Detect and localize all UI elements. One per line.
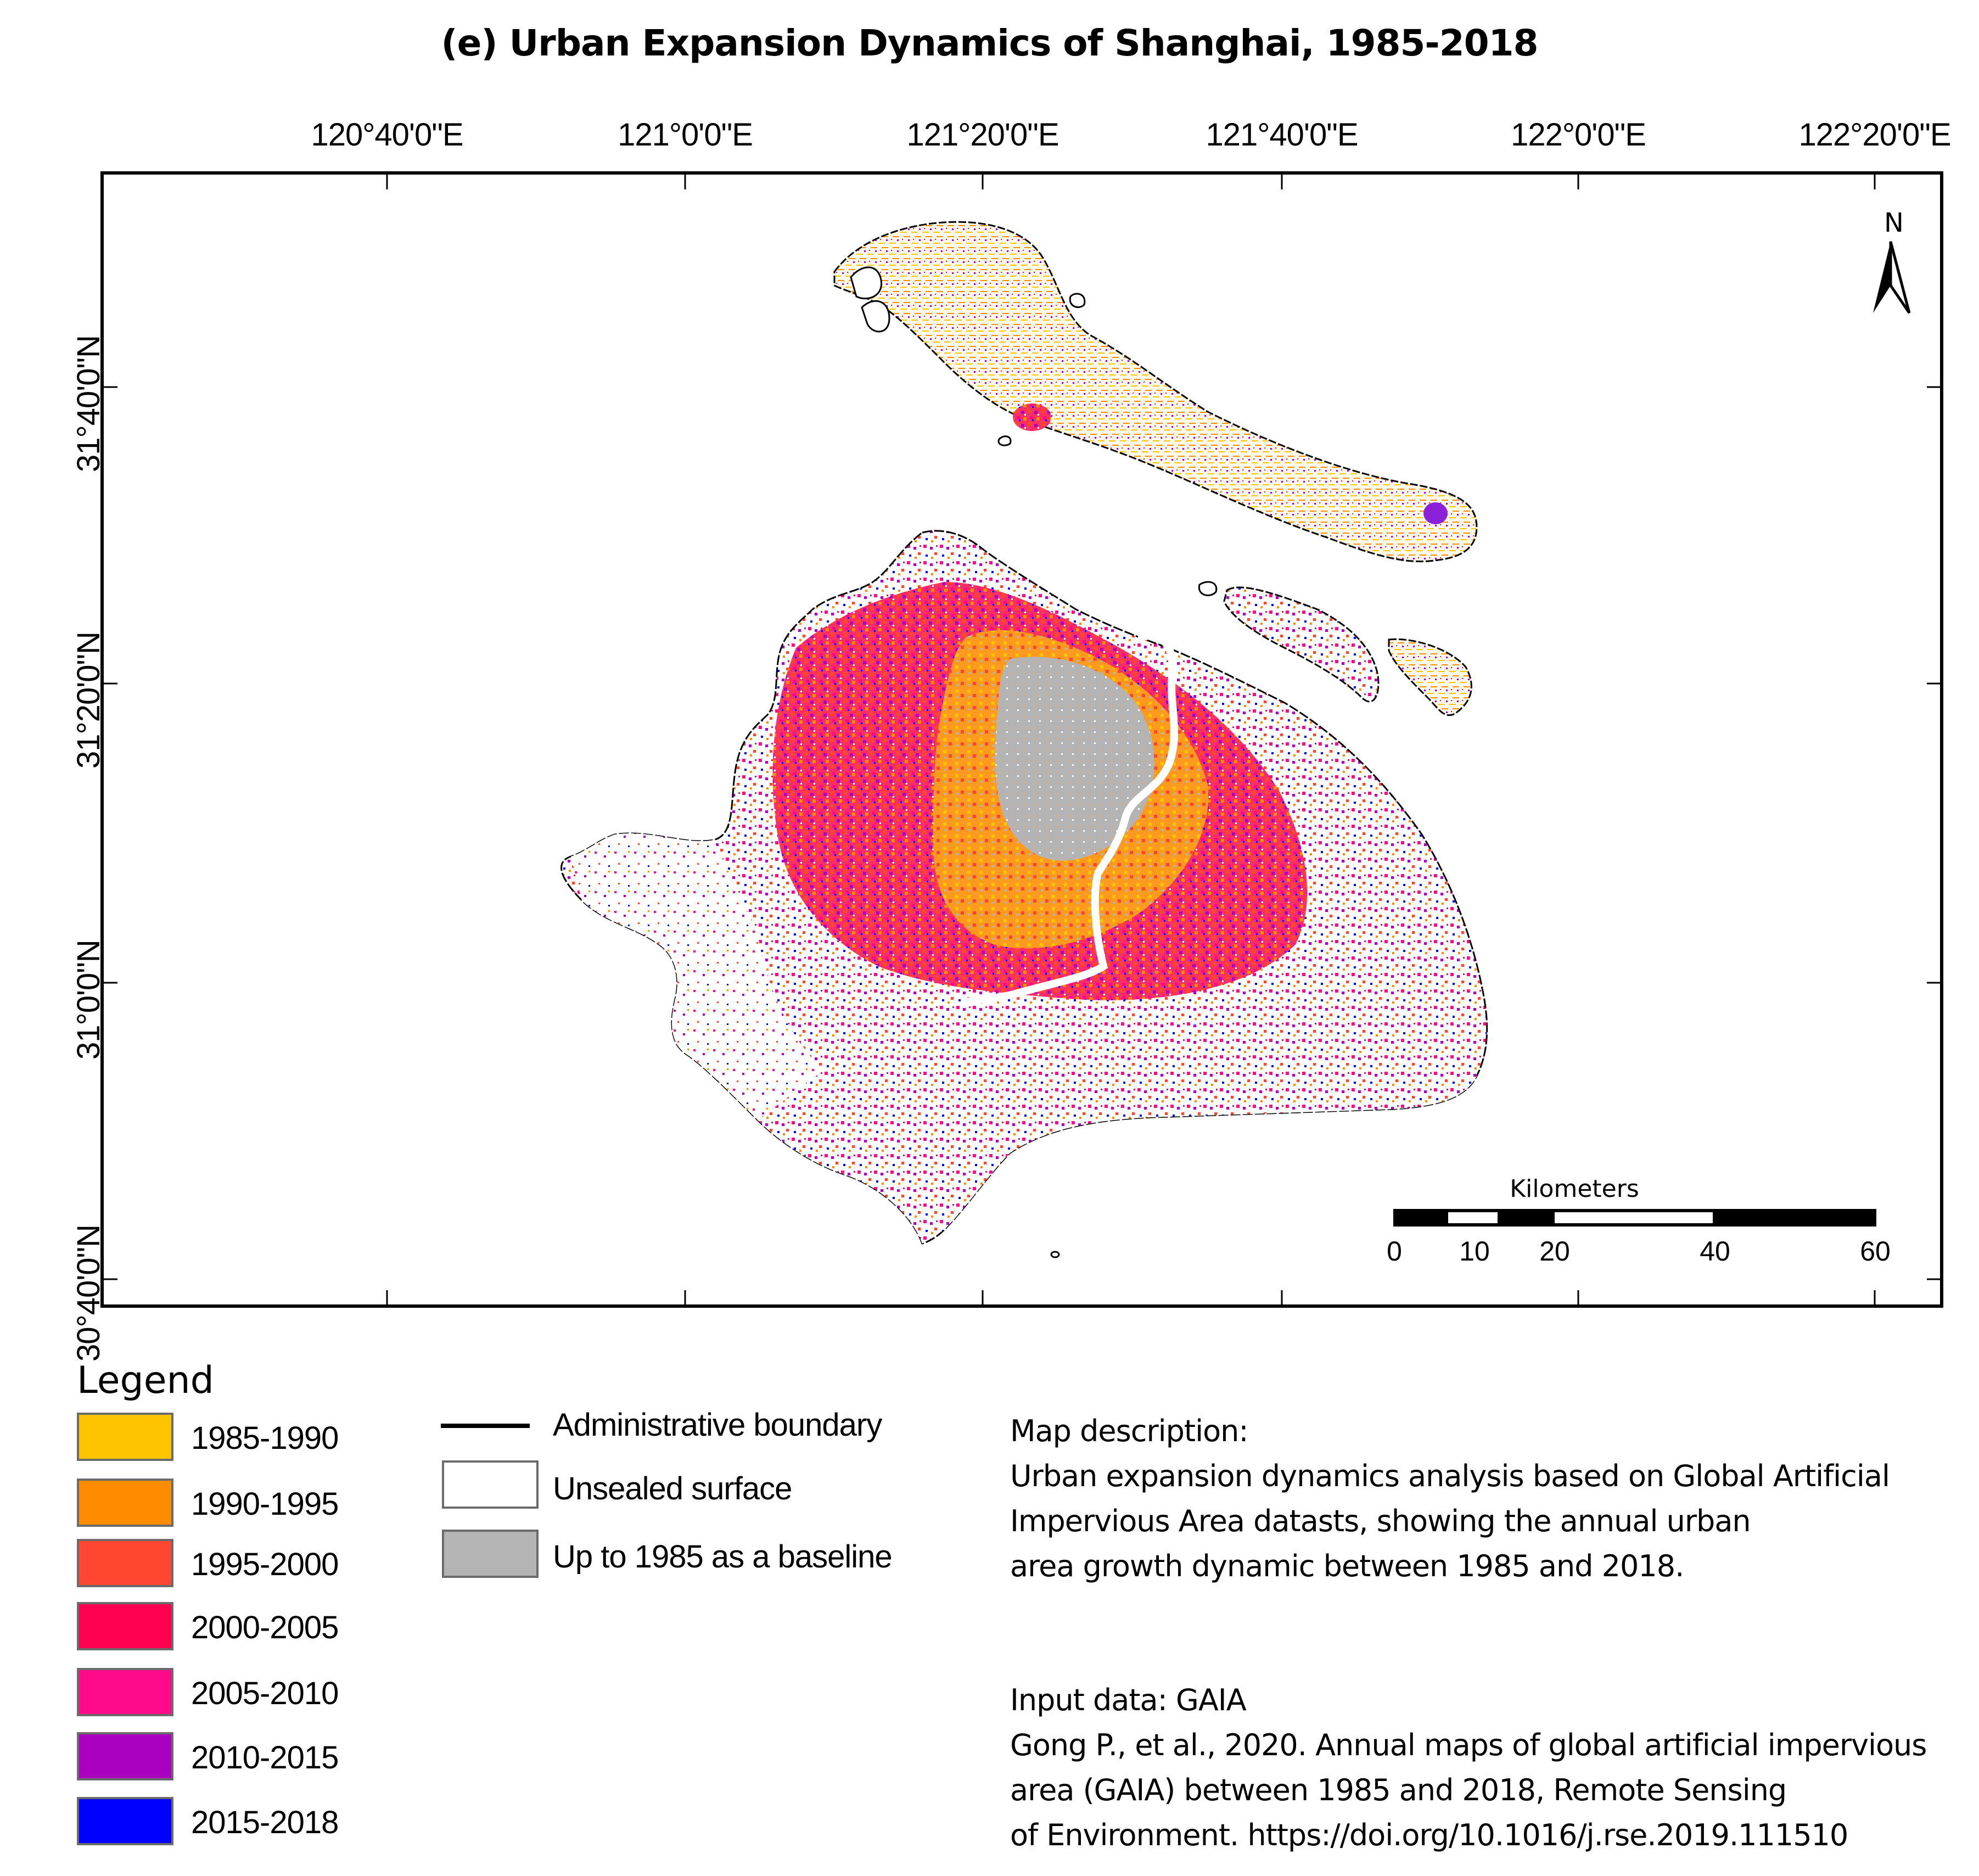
description-line: area growth dynamic between 1985 and 201…	[1010, 1549, 1684, 1583]
longitude-label: 121°20'0"E	[906, 117, 1059, 153]
legend-swatch-1990-1995	[77, 1479, 173, 1527]
scale-tick-label: 10	[1459, 1236, 1490, 1267]
legend-swatch-1995-2000	[77, 1539, 173, 1587]
map-title: (e) Urban Expansion Dynamics of Shanghai…	[441, 22, 1539, 64]
longitude-label: 122°0'0"E	[1511, 117, 1646, 153]
north-arrow-icon	[1873, 241, 1911, 314]
legend-label: 1995-2000	[191, 1547, 339, 1582]
frame-ticks	[104, 175, 1940, 1304]
legend-label: 2010-2015	[191, 1740, 339, 1776]
legend-swatch-2010-2015	[77, 1732, 173, 1780]
legend-label: 1990-1995	[191, 1486, 339, 1522]
longitude-label: 120°40'0"E	[311, 117, 463, 153]
scale-tick-label: 40	[1700, 1236, 1730, 1267]
source-line: area (GAIA) between 1985 and 2018, Remot…	[1010, 1773, 1787, 1807]
chongming-island	[833, 221, 1478, 563]
legend-swatch-1985-1990	[77, 1413, 173, 1461]
legend-label: 2015-2018	[191, 1805, 339, 1840]
legend-title: Legend	[77, 1359, 214, 1402]
changxing-island	[1223, 586, 1380, 703]
source-line: Gong P., et al., 2020. Annual maps of gl…	[1010, 1728, 1927, 1762]
legend-swatch-2000-2005	[77, 1602, 173, 1650]
legend-swatch-unsealed	[442, 1460, 539, 1509]
longitude-label: 121°0'0"E	[618, 117, 753, 153]
huangpu-river	[962, 632, 1179, 1006]
legend-swatch-2005-2010	[77, 1668, 173, 1716]
admin-boundary-line-icon	[441, 1424, 530, 1428]
scale-tick-label: 0	[1387, 1236, 1402, 1267]
legend-label: Unsealed surface	[553, 1471, 792, 1507]
hengsha-island	[1388, 638, 1472, 716]
longitude-label: 121°40'0"E	[1206, 117, 1358, 153]
legend-swatch-baseline	[442, 1530, 539, 1578]
scale-tick-label: 20	[1539, 1236, 1570, 1267]
description-line: Impervious Area datasts, showing the ann…	[1010, 1504, 1751, 1538]
north-label: N	[1884, 208, 1904, 238]
legend-label: 1985-1990	[191, 1420, 339, 1456]
legend-label: 2000-2005	[191, 1610, 339, 1645]
description-heading: Map description:	[1010, 1414, 1249, 1448]
scale-bar	[1393, 1209, 1876, 1227]
longitude-label: 122°20'0"E	[1798, 117, 1951, 153]
legend-label: 2005-2010	[191, 1676, 339, 1711]
legend-label: Up to 1985 as a baseline	[553, 1539, 893, 1575]
scale-unit-label: Kilometers	[1510, 1175, 1639, 1203]
source-line: of Environment. https://doi.org/10.1016/…	[1010, 1818, 1848, 1852]
source-heading: Input data: GAIA	[1010, 1683, 1247, 1717]
description-line: Urban expansion dynamics analysis based …	[1010, 1459, 1890, 1493]
legend-label: Administrative boundary	[553, 1407, 882, 1443]
scale-tick-label: 60	[1860, 1236, 1891, 1267]
legend-swatch-2015-2018	[77, 1797, 173, 1845]
